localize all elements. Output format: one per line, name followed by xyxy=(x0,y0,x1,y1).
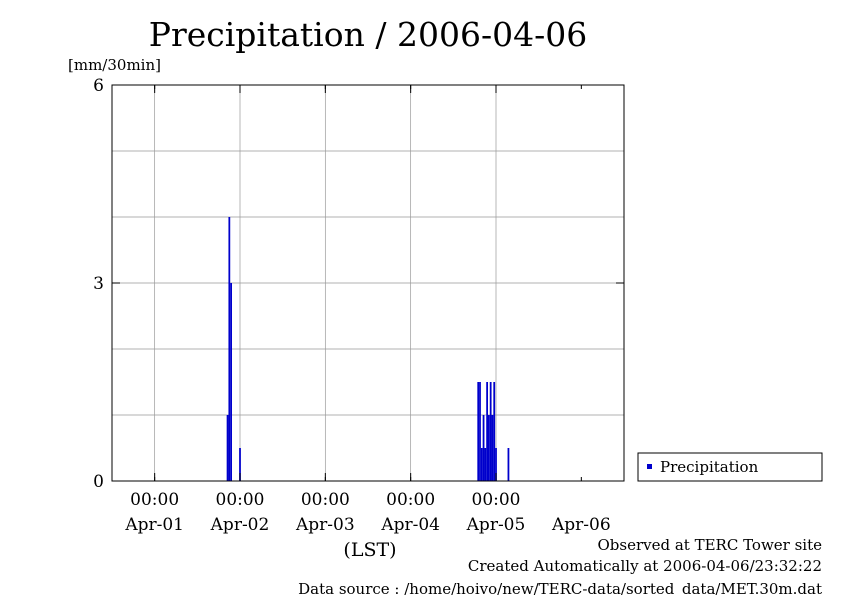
x-date-label: Apr-03 xyxy=(295,515,355,535)
precipitation-bar xyxy=(488,415,490,481)
x-time-label: 00:00 xyxy=(386,490,435,510)
precipitation-bar xyxy=(507,448,510,481)
precipitation-bar xyxy=(486,382,488,481)
axis-tick-labels: 0 3 6 00:00 00:00 00:00 00:00 00:00 Apr-01 Apr-02… xyxy=(93,76,610,535)
grid xyxy=(112,85,624,481)
legend-label-precipitation: Precipitation xyxy=(660,458,759,476)
precipitation-bar xyxy=(239,448,241,481)
legend-box xyxy=(637,452,823,482)
precipitation-bar xyxy=(491,415,494,481)
x-time-label: 00:00 xyxy=(130,490,179,510)
chart-title: Precipitation / 2006-04-06 xyxy=(149,15,587,54)
y-axis-unit-label: [mm/30min] xyxy=(68,56,161,74)
x-date-label: Apr-04 xyxy=(380,515,440,535)
precipitation-bar xyxy=(230,283,232,481)
precipitation-bar xyxy=(495,448,497,481)
precipitation-bar xyxy=(489,382,492,481)
x-date-label: Apr-05 xyxy=(466,515,526,535)
data-source-note: Data source : /home/hoivo/new/TERC-data/… xyxy=(298,580,822,595)
legend-swatch xyxy=(647,464,652,469)
precipitation-bar xyxy=(493,382,496,481)
observed-note: Observed at TERC Tower site xyxy=(597,536,822,554)
axis-ticks xyxy=(112,84,624,482)
y-tick-label: 6 xyxy=(93,76,104,96)
x-time-label: 00:00 xyxy=(301,490,350,510)
precipitation-bar xyxy=(480,448,483,481)
x-date-label: Apr-06 xyxy=(551,515,611,535)
x-time-label: 00:00 xyxy=(216,490,265,510)
precipitation-bar xyxy=(228,217,231,481)
y-tick-label: 3 xyxy=(93,274,104,294)
precipitation-bar xyxy=(226,415,229,481)
x-time-label: 00:00 xyxy=(472,490,521,510)
precipitation-bar xyxy=(482,415,485,481)
precipitation-bars xyxy=(226,217,510,481)
created-note: Created Automatically at 2006-04-06/23:3… xyxy=(468,557,822,575)
precipitation-bar xyxy=(479,382,481,481)
x-date-label: Apr-01 xyxy=(124,515,184,535)
x-axis-label: (LST) xyxy=(343,539,396,561)
y-tick-label: 0 xyxy=(93,472,104,492)
precipitation-bar xyxy=(477,382,480,481)
legend[interactable]: Precipitation xyxy=(637,452,823,482)
x-date-label: Apr-02 xyxy=(210,515,270,535)
precipitation-bar xyxy=(484,448,487,481)
